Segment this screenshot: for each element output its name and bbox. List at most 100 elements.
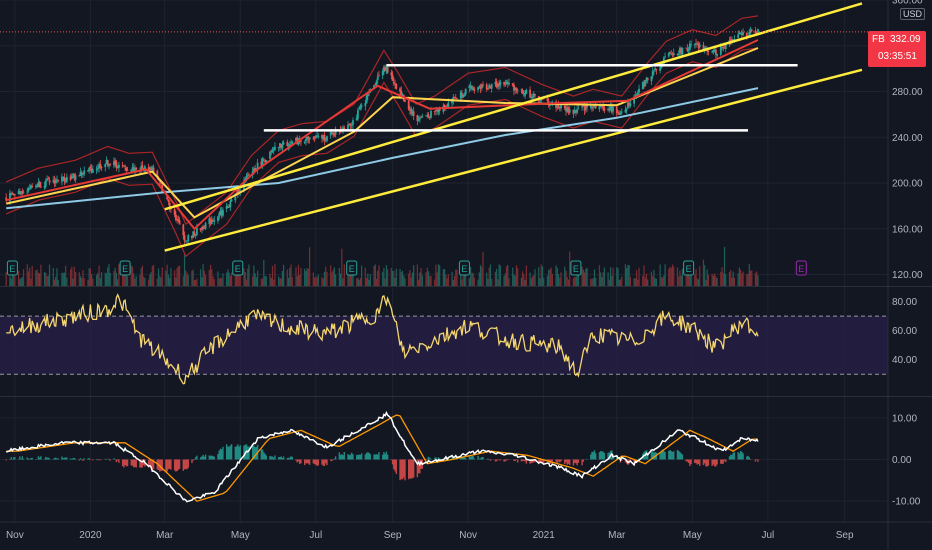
candle-body xyxy=(520,89,523,91)
macd-histogram-bar xyxy=(357,455,359,460)
macd-histogram-bar xyxy=(269,456,271,460)
macd-histogram-bar xyxy=(473,458,476,460)
candle-body xyxy=(355,117,358,121)
candle-body xyxy=(479,86,482,89)
candle-body xyxy=(470,86,473,90)
volume-bar xyxy=(83,278,85,286)
macd-histogram-bar xyxy=(20,458,22,460)
macd-histogram-bar xyxy=(463,457,466,460)
volume-bar xyxy=(296,276,298,286)
candle-body xyxy=(567,107,570,113)
candle-body xyxy=(530,97,533,99)
macd-histogram-bar xyxy=(316,459,318,466)
macd-histogram-bar xyxy=(108,458,110,460)
macd-histogram-bar xyxy=(677,450,680,460)
macd-histogram-bar xyxy=(209,455,212,460)
macd-histogram-bar xyxy=(539,459,541,463)
macd-histogram-bar xyxy=(697,459,700,465)
volume-bar xyxy=(349,267,352,286)
volume-bar xyxy=(31,265,33,286)
volume-bar xyxy=(35,270,37,286)
candle-body xyxy=(151,167,154,170)
macd-histogram-bar xyxy=(598,452,601,460)
candle-body xyxy=(384,67,387,71)
macd-histogram-bar xyxy=(547,459,550,462)
volume-bar xyxy=(100,272,103,286)
volume-bar xyxy=(723,246,726,286)
volume-bar xyxy=(368,279,370,286)
candle-body xyxy=(671,54,674,56)
currency-label[interactable]: USD xyxy=(900,8,926,20)
macd-histogram-bar xyxy=(279,457,281,460)
volume-bar xyxy=(211,269,213,286)
macd-histogram-bar xyxy=(5,459,7,461)
volume-bar xyxy=(421,275,423,286)
volume-bar xyxy=(313,277,316,286)
candle-body xyxy=(20,191,22,194)
volume-bar xyxy=(45,272,47,286)
candle-body xyxy=(499,81,502,86)
macd-histogram-bar xyxy=(746,456,748,460)
volume-bar xyxy=(149,274,151,286)
macd-histogram-bar xyxy=(716,459,718,465)
candle-body xyxy=(646,77,649,81)
volume-bar xyxy=(108,264,110,286)
volume-bar xyxy=(680,275,682,286)
pane-dividers[interactable] xyxy=(0,286,932,397)
candle-body xyxy=(48,180,51,183)
macd-pane[interactable] xyxy=(5,410,759,503)
candle-body xyxy=(100,167,103,169)
candle-body xyxy=(469,85,472,87)
macd-histogram-bar xyxy=(234,446,237,460)
candle-body xyxy=(583,106,586,111)
candle-body xyxy=(524,92,527,96)
candle-body xyxy=(742,32,744,35)
volume-bar xyxy=(333,267,335,286)
volume-bar xyxy=(591,279,593,286)
volume-bar xyxy=(676,267,679,286)
volume-bar xyxy=(53,279,56,286)
volume-bar xyxy=(541,266,544,286)
volume-bar xyxy=(161,267,163,286)
candle-body xyxy=(191,235,193,239)
rsi-pane[interactable] xyxy=(0,293,888,385)
volume-bar xyxy=(714,273,716,286)
volume-bar xyxy=(565,270,567,286)
candle-body xyxy=(740,33,743,35)
macd-histogram-bar xyxy=(139,459,141,468)
volume-bar xyxy=(429,276,431,286)
macd-histogram-bar xyxy=(358,454,360,460)
candle-body xyxy=(290,142,292,144)
x-tick-label: Nov xyxy=(6,530,24,541)
volume-bar xyxy=(626,268,628,286)
macd-histogram-bar xyxy=(395,459,398,475)
candle-body xyxy=(287,146,290,147)
volume-bar xyxy=(160,277,162,286)
volume-bar xyxy=(139,274,141,286)
macd-histogram-bar xyxy=(472,455,474,460)
x-tick-label: Jul xyxy=(761,530,774,541)
volume-bar xyxy=(688,269,690,286)
candle-body xyxy=(78,175,81,177)
volume-bar xyxy=(390,267,392,286)
candle-body xyxy=(451,100,453,104)
macd-histogram-bar xyxy=(540,459,542,463)
macd-histogram-bar xyxy=(297,459,300,462)
volume-bar xyxy=(92,278,94,286)
macd-histogram-bar xyxy=(62,458,64,460)
macd-tick-label: 10.00 xyxy=(892,413,917,424)
macd-histogram-bar xyxy=(582,459,585,462)
volume-bar xyxy=(270,277,272,286)
volume-bar xyxy=(637,279,639,286)
volume-bar xyxy=(497,279,499,286)
volume-bar xyxy=(601,276,603,286)
macd-histogram-bar xyxy=(201,456,203,460)
volume-bar xyxy=(373,266,375,286)
candle-body xyxy=(203,228,206,230)
x-tick-label: 2020 xyxy=(79,530,102,541)
candle-body xyxy=(82,174,84,175)
candle-body xyxy=(28,188,31,190)
x-tick-label: Sep xyxy=(384,530,402,541)
